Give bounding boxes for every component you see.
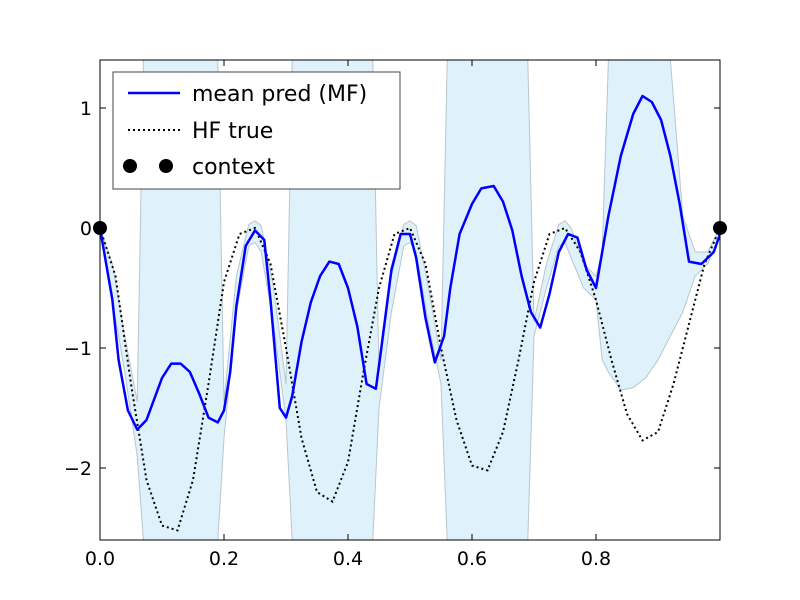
legend: mean pred (MF) HF true context: [112, 71, 401, 190]
legend-mean-label: mean pred (MF): [192, 82, 367, 107]
x-tick-label: 0.8: [581, 548, 611, 570]
y-tick-label: −1: [64, 338, 92, 360]
legend-context-marker-2: [159, 159, 173, 173]
legend-context-label: context: [192, 155, 275, 180]
y-tick-label: 0: [80, 218, 92, 240]
x-tick-label: 0.6: [457, 548, 487, 570]
y-tick-label: 1: [80, 98, 92, 120]
x-tick-label: 0.2: [209, 548, 239, 570]
y-tick-label: −2: [64, 458, 92, 480]
mean-pred-line: [100, 94, 720, 431]
x-axis: 0.0 0.2 0.4 0.6 0.8: [85, 60, 611, 570]
legend-hf-label: HF true: [192, 119, 273, 144]
y-axis: −2 −1 0 1: [64, 98, 720, 480]
legend-context-marker-1: [123, 159, 137, 173]
x-tick-label: 0.0: [85, 548, 115, 570]
x-tick-label: 0.4: [333, 548, 363, 570]
plot-frame: [99, 59, 721, 541]
